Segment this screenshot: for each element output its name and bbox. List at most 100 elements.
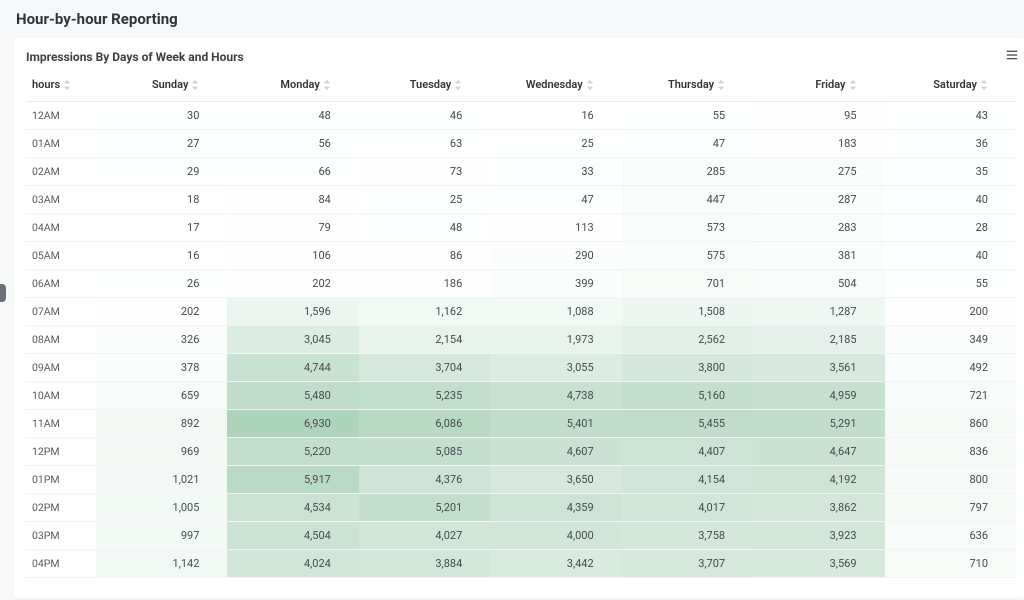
- value-cell: 4,024: [227, 550, 358, 578]
- column-header-wednesday[interactable]: Wednesday: [490, 70, 621, 102]
- value-cell: 2,185: [753, 326, 884, 354]
- value-cell: 378: [96, 354, 227, 382]
- value-cell: 3,707: [622, 550, 753, 578]
- value-cell: 659: [96, 382, 227, 410]
- value-cell: 40: [885, 242, 1016, 270]
- day-label: Saturday: [933, 78, 977, 91]
- table-row: 12PM9695,2205,0854,6074,4074,647836: [26, 438, 1016, 466]
- side-handle[interactable]: [0, 284, 6, 302]
- value-cell: 30: [96, 102, 227, 130]
- table-row: 08AM3263,0452,1541,9732,5622,185349: [26, 326, 1016, 354]
- value-cell: 349: [885, 326, 1016, 354]
- value-cell: 4,000: [490, 522, 621, 550]
- column-header-hours[interactable]: hours: [26, 70, 96, 102]
- value-cell: 40: [885, 186, 1016, 214]
- value-cell: 46: [359, 102, 490, 130]
- table-row: 12AM30484616559543: [26, 102, 1016, 130]
- hour-cell: 09AM: [26, 354, 96, 382]
- page-title: Hour-by-hour Reporting: [14, 10, 1024, 28]
- table-row: 02PM1,0054,5345,2014,3594,0173,862797: [26, 494, 1016, 522]
- value-cell: 186: [359, 270, 490, 298]
- hours-label: hours: [32, 78, 60, 91]
- value-cell: 3,055: [490, 354, 621, 382]
- hour-cell: 10AM: [26, 382, 96, 410]
- value-cell: 4,959: [753, 382, 884, 410]
- value-cell: 33: [490, 158, 621, 186]
- hour-cell: 02AM: [26, 158, 96, 186]
- value-cell: 18: [96, 186, 227, 214]
- value-cell: 275: [753, 158, 884, 186]
- value-cell: 504: [753, 270, 884, 298]
- value-cell: 4,738: [490, 382, 621, 410]
- column-header-thursday[interactable]: Thursday: [622, 70, 753, 102]
- value-cell: 66: [227, 158, 358, 186]
- column-header-monday[interactable]: Monday: [227, 70, 358, 102]
- table-row: 03AM1884254744728740: [26, 186, 1016, 214]
- value-cell: 29: [96, 158, 227, 186]
- value-cell: 183: [753, 130, 884, 158]
- value-cell: 1,142: [96, 550, 227, 578]
- hour-cell: 01PM: [26, 466, 96, 494]
- value-cell: 5,235: [359, 382, 490, 410]
- value-cell: 492: [885, 354, 1016, 382]
- hour-cell: 01AM: [26, 130, 96, 158]
- value-cell: 5,917: [227, 466, 358, 494]
- value-cell: 836: [885, 438, 1016, 466]
- value-cell: 4,607: [490, 438, 621, 466]
- table-row: 01AM275663254718336: [26, 130, 1016, 158]
- table-row: 04PM1,1424,0243,8843,4423,7073,569710: [26, 550, 1016, 578]
- value-cell: 969: [96, 438, 227, 466]
- card-title: Impressions By Days of Week and Hours: [26, 50, 1024, 64]
- value-cell: 3,045: [227, 326, 358, 354]
- value-cell: 47: [622, 130, 753, 158]
- card-menu-icon[interactable]: [1005, 48, 1019, 62]
- value-cell: 326: [96, 326, 227, 354]
- value-cell: 4,027: [359, 522, 490, 550]
- hour-cell: 06AM: [26, 270, 96, 298]
- value-cell: 26: [96, 270, 227, 298]
- table-row: 01PM1,0215,9174,3763,6504,1544,192800: [26, 466, 1016, 494]
- hour-cell: 11AM: [26, 410, 96, 438]
- value-cell: 4,407: [622, 438, 753, 466]
- value-cell: 202: [96, 298, 227, 326]
- column-header-saturday[interactable]: Saturday: [885, 70, 1016, 102]
- column-header-sunday[interactable]: Sunday: [96, 70, 227, 102]
- table-row: 03PM9974,5044,0274,0003,7583,923636: [26, 522, 1016, 550]
- value-cell: 86: [359, 242, 490, 270]
- table-row: 04AM17794811357328328: [26, 214, 1016, 242]
- value-cell: 5,220: [227, 438, 358, 466]
- table-row: 02AM2966733328527535: [26, 158, 1016, 186]
- value-cell: 287: [753, 186, 884, 214]
- table-row: 09AM3784,7443,7043,0553,8003,561492: [26, 354, 1016, 382]
- value-cell: 399: [490, 270, 621, 298]
- value-cell: 3,569: [753, 550, 884, 578]
- value-cell: 79: [227, 214, 358, 242]
- value-cell: 1,973: [490, 326, 621, 354]
- report-card: Impressions By Days of Week and Hours ho…: [14, 38, 1024, 598]
- hour-cell: 07AM: [26, 298, 96, 326]
- day-label: Sunday: [152, 78, 188, 91]
- value-cell: 95: [753, 102, 884, 130]
- table-scroll[interactable]: hours Sunday Monday Tuesday WednesdayThursda…: [26, 70, 1024, 598]
- value-cell: 1,005: [96, 494, 227, 522]
- value-cell: 5,291: [753, 410, 884, 438]
- table-row: 11AM8926,9306,0865,4015,4555,291860: [26, 410, 1016, 438]
- value-cell: 63: [359, 130, 490, 158]
- value-cell: 5,480: [227, 382, 358, 410]
- value-cell: 4,359: [490, 494, 621, 522]
- value-cell: 73: [359, 158, 490, 186]
- column-header-friday[interactable]: Friday: [753, 70, 884, 102]
- value-cell: 56: [227, 130, 358, 158]
- value-cell: 6,930: [227, 410, 358, 438]
- value-cell: 3,758: [622, 522, 753, 550]
- table-row: 06AM2620218639970150455: [26, 270, 1016, 298]
- value-cell: 573: [622, 214, 753, 242]
- hour-cell: 12PM: [26, 438, 96, 466]
- value-cell: 25: [490, 130, 621, 158]
- column-header-tuesday[interactable]: Tuesday: [359, 70, 490, 102]
- hour-cell: 03AM: [26, 186, 96, 214]
- value-cell: 55: [622, 102, 753, 130]
- value-cell: 6,086: [359, 410, 490, 438]
- value-cell: 5,160: [622, 382, 753, 410]
- day-label: Tuesday: [410, 78, 452, 91]
